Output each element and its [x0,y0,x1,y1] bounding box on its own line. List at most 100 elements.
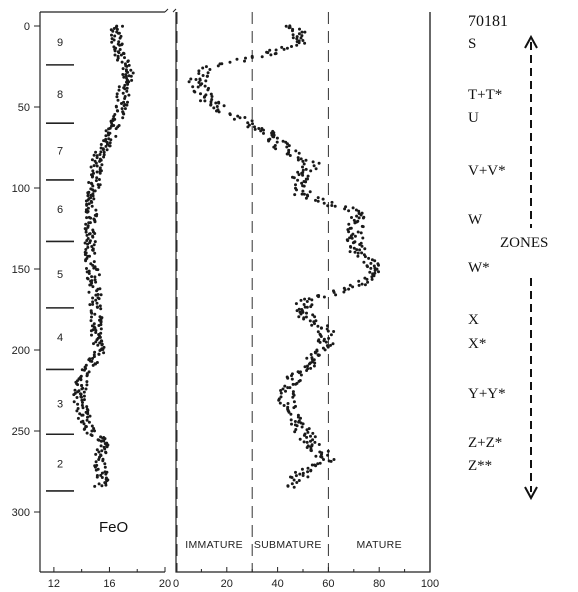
zone-sequence-label: Z+Z* [468,435,502,451]
feo-point [99,143,103,146]
feo-point [85,405,89,409]
feo-point [126,82,130,86]
maturity-point [320,455,324,459]
maturity-point [253,127,257,131]
zone-number: 8 [57,89,63,101]
maturity-point [201,66,205,70]
maturity-point [363,255,367,259]
maturity-point [204,79,208,83]
maturity-point [281,139,285,143]
maturity-point [308,190,312,194]
feo-point [96,438,100,442]
feo-point [120,60,124,64]
feo-point [131,71,135,75]
feo-point [120,107,124,111]
feo-point [117,31,121,35]
feo-point [102,351,106,355]
maturity-point [295,188,298,192]
maturity-point [278,401,282,405]
maturity-point [290,476,294,479]
maturity-point [294,183,297,187]
feo-point [76,383,80,387]
feo-point [98,153,102,156]
feo-point [94,293,98,297]
feo-point [95,301,99,305]
maturity-point [357,283,361,287]
feo-point [99,327,103,331]
maturity-point [331,342,335,346]
maturity-point [305,311,308,315]
maturity-point [311,313,315,317]
feo-point [114,105,118,109]
feo-point [120,43,124,47]
feo-point [90,158,94,162]
maturity-point [310,463,314,467]
maturity-point [314,464,318,468]
maturity-point [306,466,310,470]
feo-point [72,393,76,397]
feo-point [112,38,116,42]
maturity-point [199,99,202,103]
maturity-point [313,440,317,444]
feo-point [99,146,103,150]
feo-point [93,278,97,282]
feo-point [122,75,126,79]
maturity-point [361,236,365,240]
feo-point [90,333,93,337]
feo-point [85,431,89,435]
maturity-point [291,175,294,179]
feo-point [115,95,119,99]
maturity-point [367,256,371,260]
feo-point [130,78,134,82]
feo-point [92,153,96,157]
feo-point [93,465,97,469]
maturity-point [357,216,361,220]
feo-point [125,103,129,107]
feo-tick-label: 12 [48,578,60,590]
maturity-class-label: MATURE [357,539,402,551]
maturity-class-label: IMMATURE [185,539,243,551]
feo-point [85,216,89,220]
feo-point [102,439,106,443]
maturity-point [310,298,314,302]
maturity-point [299,157,303,161]
feo-point [91,235,95,239]
maturity-point [251,122,254,126]
feo-point [103,462,107,466]
feo-point [95,156,99,160]
feo-point [87,420,91,424]
feo-point [96,343,100,347]
feo-point [86,192,90,195]
maturity-point [299,312,303,316]
feo-point [93,251,97,255]
feo-point [117,88,121,92]
maturity-point [299,373,303,377]
maturity-point [298,27,301,31]
maturity-point [275,140,279,144]
maturity-tick-label: 20 [221,578,233,590]
maturity-point [285,46,289,50]
maturity-point [363,247,367,251]
maturity-point [288,386,292,390]
maturity-point [301,189,305,193]
feo-point [90,275,94,279]
maturity-x-axis: 0 20 40 60 80 100 [173,567,439,590]
maturity-point [302,440,306,444]
maturity-point [262,131,265,135]
feo-point [90,315,93,319]
maturity-point [299,298,303,302]
feo-point [98,159,102,163]
feo-point [84,259,88,263]
feo-point [99,339,103,343]
feo-point [116,58,119,62]
feo-point [92,164,96,168]
maturity-point [330,200,334,204]
maturity-point [304,167,308,171]
maturity-point [304,315,308,319]
maturity-point [286,402,290,405]
maturity-point [202,95,206,99]
feo-point [85,418,89,422]
feo-point [93,240,97,244]
feo-point [110,122,114,125]
